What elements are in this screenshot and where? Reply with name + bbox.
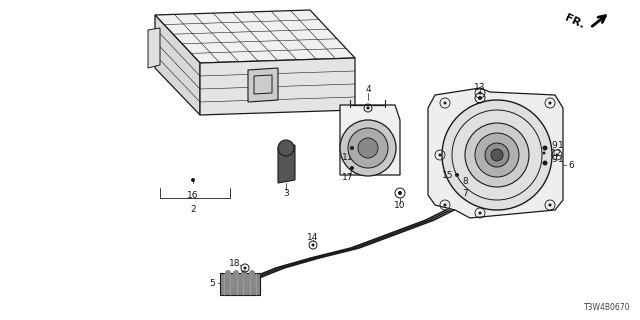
Polygon shape	[155, 15, 200, 115]
Circle shape	[485, 143, 509, 167]
Polygon shape	[148, 28, 160, 68]
Circle shape	[278, 140, 294, 156]
Text: FR.: FR.	[564, 13, 586, 31]
Polygon shape	[200, 58, 355, 115]
Circle shape	[249, 270, 255, 276]
Text: 16: 16	[188, 190, 199, 199]
Circle shape	[478, 96, 482, 100]
Circle shape	[241, 270, 247, 276]
Polygon shape	[220, 273, 260, 295]
Circle shape	[491, 149, 503, 161]
Text: 13: 13	[474, 84, 486, 92]
Text: 1: 1	[558, 156, 564, 164]
Circle shape	[548, 204, 552, 206]
Text: 14: 14	[307, 234, 319, 243]
Circle shape	[191, 178, 195, 182]
Polygon shape	[428, 88, 563, 218]
Text: 9: 9	[551, 140, 557, 149]
Circle shape	[444, 204, 447, 206]
Circle shape	[243, 267, 246, 269]
Circle shape	[358, 138, 378, 158]
Circle shape	[548, 101, 552, 105]
Circle shape	[350, 146, 354, 150]
Circle shape	[556, 154, 559, 156]
Text: 8: 8	[462, 178, 468, 187]
Circle shape	[475, 133, 519, 177]
Circle shape	[543, 146, 547, 150]
Circle shape	[543, 161, 547, 165]
Circle shape	[442, 100, 552, 210]
Text: 7: 7	[462, 188, 468, 197]
Circle shape	[312, 244, 314, 246]
Circle shape	[444, 101, 447, 105]
Polygon shape	[340, 105, 400, 175]
Text: 3: 3	[283, 188, 289, 197]
Polygon shape	[155, 10, 355, 63]
Text: 4: 4	[365, 85, 371, 94]
Text: 12: 12	[551, 148, 563, 157]
Circle shape	[225, 270, 231, 276]
Text: 10: 10	[394, 201, 406, 210]
Text: 11: 11	[342, 153, 354, 162]
Circle shape	[233, 270, 239, 276]
Text: 6: 6	[568, 161, 573, 170]
Circle shape	[479, 92, 481, 94]
Polygon shape	[248, 68, 278, 102]
Text: 1: 1	[558, 140, 564, 149]
Circle shape	[479, 212, 481, 214]
Circle shape	[340, 120, 396, 176]
Text: 17: 17	[342, 172, 354, 181]
Text: 2: 2	[190, 205, 196, 214]
Circle shape	[543, 151, 545, 155]
Circle shape	[367, 107, 369, 109]
Circle shape	[438, 154, 442, 156]
Text: 15: 15	[442, 171, 453, 180]
Circle shape	[350, 166, 354, 170]
Circle shape	[398, 191, 402, 195]
Text: 9: 9	[551, 156, 557, 164]
Polygon shape	[278, 145, 295, 183]
Circle shape	[348, 128, 388, 168]
Circle shape	[455, 173, 459, 177]
Text: 18: 18	[228, 259, 240, 268]
Text: T3W4B0670: T3W4B0670	[584, 303, 630, 312]
Text: 5: 5	[209, 278, 215, 287]
Circle shape	[465, 123, 529, 187]
